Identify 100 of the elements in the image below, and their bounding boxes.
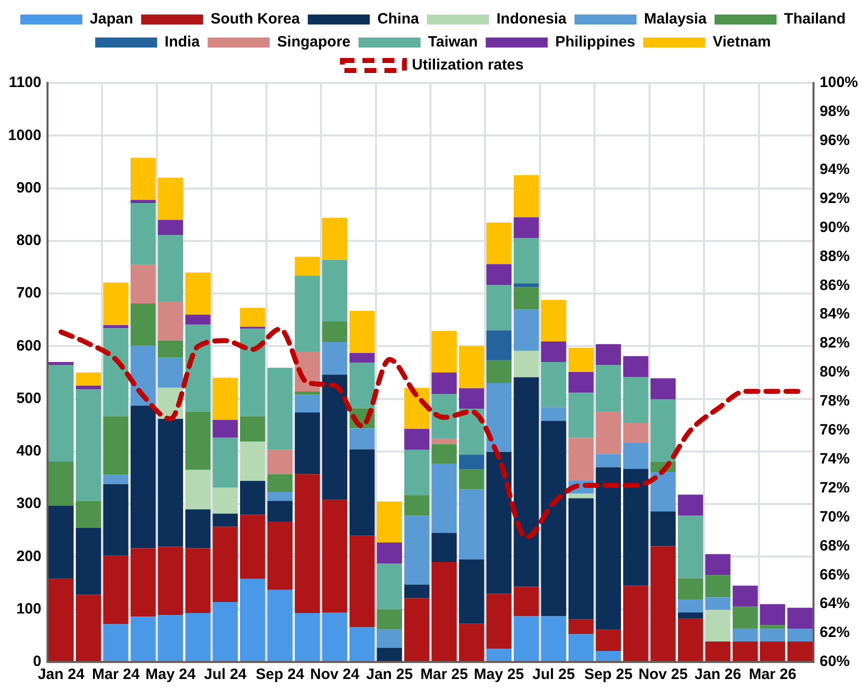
bar [267,492,293,501]
bar [267,590,293,661]
bar [240,308,266,327]
bar [596,411,621,454]
bar [185,470,210,510]
bar [596,630,621,651]
bar [432,533,457,562]
bar [514,217,539,238]
legend-label: India [164,34,200,51]
bar [623,586,648,661]
bar [678,516,704,578]
bar [596,650,621,661]
bar [568,392,594,438]
bar [568,348,594,372]
y2-tick-label: 82% [820,334,850,352]
legend-label: Philippines [555,34,636,51]
bar [185,613,210,661]
bar [486,594,512,649]
bar [568,634,594,661]
y-tick-label: 700 [16,284,42,302]
bar [458,454,484,470]
bar [596,344,621,366]
bar [568,498,594,620]
bar [349,449,375,536]
bar [514,616,539,661]
x-tick-label: Jan 26 [694,666,742,684]
y-tick-label: 800 [16,232,42,250]
y-tick-label: 500 [16,390,42,407]
bar [48,578,74,661]
bar [514,175,539,218]
y2-tick-label: 68% [820,537,850,554]
legend-label: Vietnam [712,34,771,51]
bar [212,438,238,488]
y2-tick-label: 90% [820,218,850,236]
x-tick-label: Nov 25 [638,666,688,684]
bar [760,604,786,626]
bar [650,399,676,462]
y2-tick-label: 78% [820,392,850,410]
bar [678,600,704,613]
bar [322,260,348,322]
bar [541,362,566,408]
bar [650,511,676,546]
bar [432,330,457,372]
bar [322,612,348,661]
bar [404,450,430,496]
bar [76,372,102,386]
y-tick-label: 200 [16,548,42,565]
bar [212,514,238,527]
bar [294,474,320,614]
bar [705,641,730,661]
legend-label: Singapore [277,34,351,51]
x-tick-label: Jul 25 [532,666,575,684]
bar [349,362,375,408]
bar [486,222,512,264]
bar [760,641,786,661]
legend-label: Malaysia [644,10,708,28]
y-tick-label: 900 [16,179,42,196]
y-tick-label: 1100 [8,74,42,92]
bar [294,391,320,395]
legend-label: South Korea [210,10,300,28]
bar [322,321,348,342]
bar [650,378,676,400]
x-tick-label: Sep 25 [584,666,633,684]
bar [404,584,430,598]
bar [103,325,128,328]
bar [294,256,320,276]
bar [705,575,730,598]
bar [458,559,484,624]
bar [514,238,539,284]
bar [623,356,648,378]
bar [185,314,210,325]
bar [322,500,348,613]
legend-label: Thailand [784,10,846,28]
bar [432,444,457,464]
bar [158,418,184,547]
bar [130,264,156,304]
bar [103,328,128,416]
bar [130,158,156,200]
bar [349,627,375,661]
bar [458,489,484,560]
bar [349,536,375,628]
bar [760,625,786,629]
bar [486,383,512,452]
bar [212,420,238,438]
bar [678,494,704,516]
bar [458,346,484,388]
bar [732,606,758,629]
bar [185,272,210,315]
y2-tick-label: 74% [820,450,850,468]
bar [294,412,320,474]
bar [541,300,566,342]
bar [322,218,348,260]
bar [541,407,566,421]
bar [158,546,184,616]
bar [158,178,184,220]
bar [185,509,210,548]
x-tick-label: Jul 24 [204,666,248,684]
bar [760,628,786,642]
bar [678,578,704,600]
bar [705,597,730,610]
